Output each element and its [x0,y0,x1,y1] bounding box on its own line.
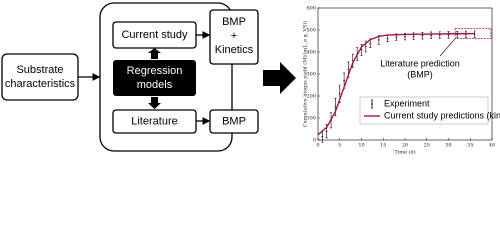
arrow [148,48,161,59]
error-point [360,44,363,56]
x-tick-label: 5 [338,143,341,149]
error-point [338,84,341,103]
x-tick-label: 40 [489,143,495,149]
output-label: + [231,30,237,42]
y-tick-label: 500 [306,28,316,34]
error-point [334,97,337,117]
error-point [447,31,450,39]
y-axis-label: Cumulative biogas yield (Ml/(mL_e g_VS)) [302,21,309,128]
error-point [325,124,328,139]
x-tick-label: 35 [467,143,473,149]
error-point [369,38,372,48]
output-label: BMP [222,16,246,28]
output-box [209,9,259,65]
output-label: Kinetics [215,44,254,56]
error-point [364,40,367,53]
figure: Substrate characteristics Current study … [1,2,500,156]
x-tick-label: 15 [380,143,386,149]
error-point [464,30,467,38]
error-point [377,35,380,45]
error-point [395,33,398,41]
chart: 0 5 10 15 20 25 30 35 400100200300400500600Time … [302,6,500,156]
y-tick-label: 200 [306,94,316,100]
x-tick-label: 0 [316,143,319,149]
x-tick-label: 25 [424,143,430,149]
legend-label: Experiment [384,98,430,108]
arrow [148,97,161,109]
error-point [351,53,354,68]
x-tick-label: 30 [445,143,451,149]
error-point [438,31,441,39]
annotation-arrow [439,38,456,57]
y-tick-label: 0 [313,138,316,144]
x-axis-label: Time (d) [394,149,415,156]
legend-marker [371,99,373,109]
error-point [421,32,424,40]
model-label: Regression [127,65,183,77]
input-label: characteristics [5,78,76,90]
big-arrow [263,62,296,94]
x-tick-label: 10 [358,143,364,149]
x-tick-label: 20 [402,143,408,149]
model-label: models [137,79,173,91]
model-box [113,60,196,96]
y-tick-label: 100 [306,116,316,122]
error-point [347,61,350,78]
output-box [209,109,259,134]
y-tick-label: 400 [306,50,316,56]
prediction-line [317,32,475,136]
y-tick-label: 600 [306,6,316,12]
annotation-box [454,28,492,39]
legend-label: Current study predictions (kinetics) [384,110,500,120]
error-point [386,34,389,42]
error-point [412,32,415,40]
error-point [430,31,433,39]
error-point [321,130,324,143]
input-label: Substrate [16,64,63,76]
literature-label: Literature [131,115,177,127]
error-point [456,31,459,39]
error-point [404,33,406,41]
annotation: Literature prediction [380,58,460,68]
y-tick-label: 300 [306,72,316,78]
annotation: (BMP) [407,69,433,79]
current-label: Current study [121,29,188,41]
legend [359,96,489,125]
output-label: BMP [222,115,246,127]
